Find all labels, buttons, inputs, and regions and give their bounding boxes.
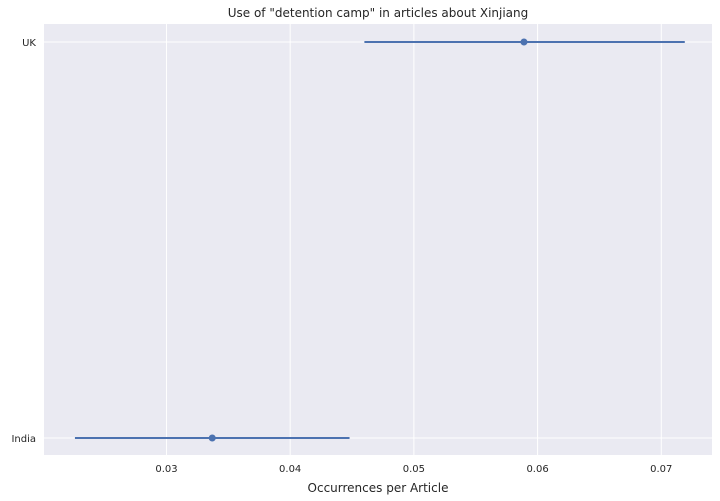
- x-axis-label: Occurrences per Article: [308, 481, 449, 495]
- y-tick-label: UK: [22, 38, 36, 49]
- x-gridlines: [165, 24, 662, 455]
- data-marks: [74, 38, 685, 442]
- point-marker: [208, 434, 216, 442]
- x-tick-label: 0.06: [526, 464, 548, 475]
- y-tick-label: India: [11, 434, 36, 445]
- x-tick-label: 0.03: [155, 464, 177, 475]
- x-tick-labels: 0.03 0.04 0.05 0.06 0.07: [155, 464, 672, 475]
- x-tick-label: 0.04: [279, 464, 301, 475]
- point-marker: [520, 38, 528, 46]
- chart-title: Use of "detention camp" in articles abou…: [228, 6, 529, 20]
- x-tick-label: 0.07: [650, 464, 672, 475]
- x-tick-label: 0.05: [403, 464, 425, 475]
- y-tick-labels: UK India: [11, 38, 36, 445]
- plot-background: [44, 24, 712, 455]
